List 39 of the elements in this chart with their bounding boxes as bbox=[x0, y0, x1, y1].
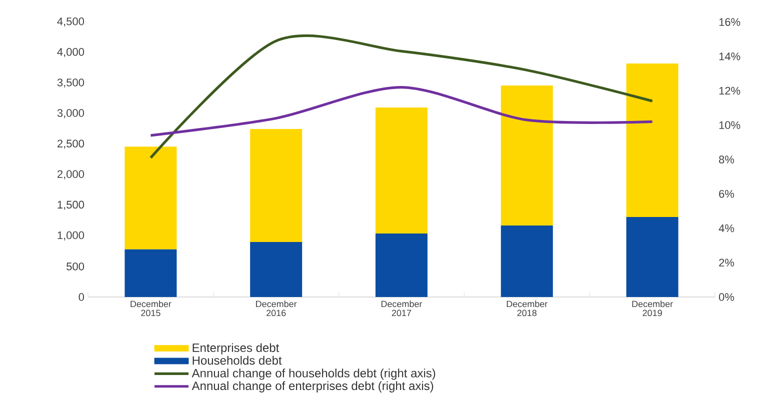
bar bbox=[124, 146, 177, 250]
bar bbox=[250, 128, 302, 242]
x-tick-label: December 2016 bbox=[256, 300, 297, 316]
legend-label: Households debt bbox=[192, 356, 282, 365]
y-tick-label: 1,500 bbox=[58, 200, 84, 210]
y-tick-label: 3,500 bbox=[57, 78, 84, 88]
y-tick-label: 1,000 bbox=[58, 231, 84, 240]
y2-tick-label: 10% bbox=[719, 121, 740, 130]
y-tick-label: 500 bbox=[66, 262, 84, 270]
y2-tick-label: 14% bbox=[719, 52, 740, 60]
y-tick-label: 3,000 bbox=[57, 109, 84, 118]
y2-tick-label: 0% bbox=[718, 293, 734, 301]
bar bbox=[500, 226, 553, 298]
bar bbox=[500, 86, 553, 226]
bar bbox=[626, 64, 678, 217]
y2-tick-label: 16% bbox=[719, 18, 740, 26]
y-tick-label: 4,500 bbox=[57, 17, 84, 27]
legend-label: Annual change of enterprises debt (right axis) bbox=[192, 381, 434, 392]
x-tick-label: December 2019 bbox=[632, 300, 673, 316]
y2-tick-label: 8% bbox=[719, 156, 734, 164]
x-tick-label: December 2017 bbox=[381, 300, 422, 316]
y-tick-label: 2,500 bbox=[57, 140, 84, 149]
legend-label: Annual change of households debt (right axis) bbox=[192, 368, 436, 380]
y2-tick-label: 12% bbox=[719, 86, 740, 95]
x-tick-label: December 2015 bbox=[130, 300, 172, 316]
y2-tick-label: 4% bbox=[718, 224, 734, 232]
bar bbox=[376, 108, 428, 234]
line-series bbox=[149, 86, 654, 137]
y2-tick-label: 6% bbox=[719, 190, 734, 198]
bar bbox=[626, 216, 678, 298]
y2-tick-label: 2% bbox=[719, 258, 734, 266]
bar bbox=[124, 249, 177, 298]
bar bbox=[376, 233, 428, 298]
legend-label: Enterprises debt bbox=[192, 343, 280, 354]
bar bbox=[250, 242, 302, 298]
y-tick-label: 0 bbox=[78, 293, 84, 301]
y-tick-label: 2,000 bbox=[57, 170, 84, 180]
x-tick-label: December 2018 bbox=[506, 300, 548, 316]
y-tick-label: 4,000 bbox=[57, 48, 84, 58]
